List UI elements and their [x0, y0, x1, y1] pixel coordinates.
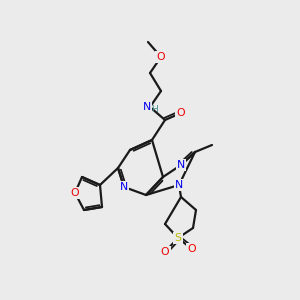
- Text: N: N: [143, 102, 151, 112]
- Text: O: O: [188, 244, 196, 254]
- Text: N: N: [175, 180, 183, 190]
- Text: H: H: [151, 104, 158, 113]
- Text: S: S: [175, 233, 182, 243]
- Text: N: N: [120, 182, 128, 192]
- Text: O: O: [161, 247, 169, 257]
- Text: O: O: [177, 108, 185, 118]
- Text: N: N: [177, 160, 185, 170]
- Text: O: O: [157, 52, 165, 62]
- Text: O: O: [71, 188, 79, 198]
